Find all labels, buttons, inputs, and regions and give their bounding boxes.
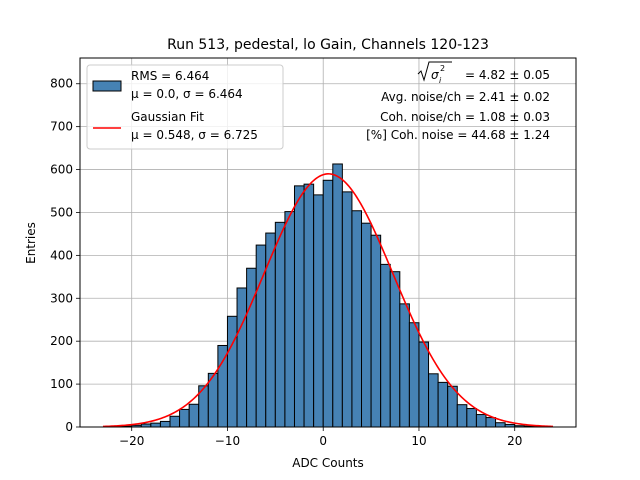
y-tick-label: 500	[50, 205, 73, 219]
y-tick-label: 200	[50, 334, 73, 348]
histogram-bar	[246, 267, 257, 428]
histogram-bar	[408, 322, 420, 428]
histogram-bar	[456, 404, 468, 428]
histogram-bar	[284, 211, 295, 428]
histogram-bar	[169, 415, 181, 428]
coh-noise-percent-annotation: [%] Coh. noise = 44.68 ± 1.24	[366, 128, 550, 142]
histogram-bar	[466, 408, 477, 428]
y-tick-label: 400	[50, 248, 73, 262]
histogram-bar	[159, 420, 171, 428]
legend-fit-label-1: Gaussian Fit	[131, 110, 204, 124]
y-axis-label: Entries	[24, 222, 38, 264]
coh-noise-annotation: Coh. noise/ch = 1.08 ± 0.03	[380, 110, 550, 124]
histogram-bar	[265, 232, 276, 428]
histogram-bar	[351, 210, 363, 428]
histogram-bar	[188, 403, 200, 428]
histogram-bar	[313, 194, 324, 428]
x-axis-label: ADC Counts	[292, 456, 364, 470]
sigma-value: = 4.82 ± 0.05	[465, 68, 550, 82]
legend-histogram-label-2: μ = 0.0, σ = 6.464	[131, 87, 243, 101]
sigma-symbol: σ	[431, 68, 439, 82]
histogram-bar	[217, 344, 228, 428]
y-tick-label: 600	[50, 163, 73, 177]
histogram-bar	[236, 287, 248, 428]
histogram-bar	[428, 373, 439, 428]
histogram-bar	[293, 185, 305, 428]
x-tick-label: 20	[507, 434, 522, 448]
histogram-bar	[475, 414, 487, 428]
coherent-sigma-annotation: σ i 2 = 4.82 ± 0.05	[417, 61, 550, 85]
x-tick-label: −20	[119, 434, 144, 448]
y-axis-ticks: 0 100 200 300 400 500 600 700 800	[50, 77, 80, 434]
noise-annotations: σ i 2 = 4.82 ± 0.05 Avg. noise/ch = 2.41…	[366, 61, 550, 142]
x-axis-ticks: −20 −10 0 10 20	[119, 427, 522, 448]
y-tick-label: 800	[50, 77, 73, 91]
chart-title: Run 513, pedestal, lo Gain, Channels 120…	[167, 37, 489, 53]
legend: RMS = 6.464 μ = 0.0, σ = 6.464 Gaussian …	[86, 64, 284, 150]
y-tick-label: 100	[50, 377, 73, 391]
x-tick-label: −10	[215, 434, 240, 448]
gaussian-fit-curve	[102, 173, 554, 428]
x-tick-label: 10	[411, 434, 426, 448]
histogram-bar	[322, 179, 334, 428]
histogram-bar	[226, 315, 238, 428]
legend-histogram-patch	[92, 80, 122, 92]
histogram-bar	[303, 183, 315, 428]
histogram-bar	[418, 341, 430, 428]
histogram-bar	[495, 422, 506, 428]
histogram-bar	[274, 221, 286, 428]
histogram-bar	[150, 422, 161, 428]
avg-noise-annotation: Avg. noise/ch = 2.41 ± 0.02	[381, 90, 550, 104]
histogram-bar	[389, 271, 401, 428]
sqrt-sign	[417, 61, 452, 82]
y-tick-label: 700	[50, 120, 73, 134]
x-tick-label: 0	[319, 434, 327, 448]
sigma-superscript: 2	[440, 64, 445, 73]
legend-histogram-label-1: RMS = 6.464	[131, 69, 209, 83]
histogram-bar	[332, 163, 343, 428]
legend-box	[86, 64, 284, 150]
y-tick-label: 0	[65, 420, 73, 434]
histogram-bar	[179, 408, 190, 428]
histogram-bar	[437, 381, 449, 428]
histogram-bar	[399, 303, 410, 428]
legend-fit-label-2: μ = 0.548, σ = 6.725	[131, 128, 258, 142]
histogram-bar	[485, 417, 497, 428]
histogram-bar	[341, 191, 353, 428]
plot-frame	[79, 57, 577, 428]
histogram-bar	[370, 234, 382, 428]
histogram-bars	[112, 163, 544, 428]
y-tick-label: 300	[50, 291, 73, 305]
sigma-subscript: i	[439, 76, 442, 85]
histogram-bar	[380, 263, 391, 428]
histogram-bar	[361, 222, 372, 428]
